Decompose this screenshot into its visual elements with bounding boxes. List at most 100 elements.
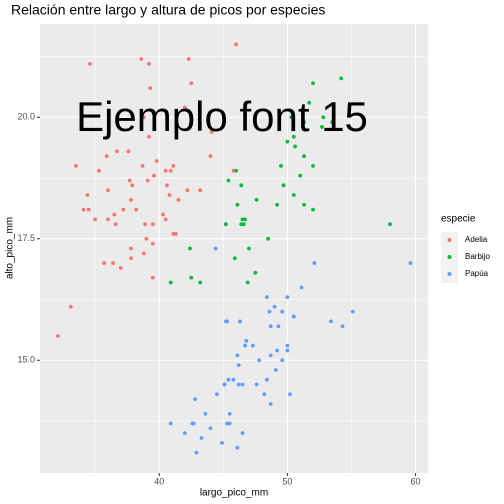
point — [115, 149, 119, 154]
point — [235, 202, 240, 207]
point — [88, 61, 92, 66]
point — [150, 275, 155, 280]
point — [85, 193, 90, 197]
point — [340, 324, 345, 329]
point — [145, 178, 150, 183]
point — [244, 338, 249, 343]
point — [226, 377, 231, 382]
legend-label: Adelia — [465, 235, 488, 244]
panel — [40, 24, 428, 473]
point — [298, 173, 303, 178]
point — [275, 202, 280, 207]
point — [106, 188, 110, 193]
point — [239, 183, 244, 188]
point — [198, 188, 203, 193]
point — [173, 232, 178, 236]
point — [285, 139, 290, 144]
point — [129, 246, 133, 251]
point — [139, 57, 144, 61]
point — [118, 266, 123, 270]
point — [247, 246, 251, 251]
point — [97, 168, 101, 173]
point — [102, 261, 106, 265]
point — [267, 309, 272, 314]
point — [408, 261, 413, 265]
point — [213, 246, 218, 251]
point — [208, 426, 213, 431]
point — [163, 168, 168, 173]
point — [239, 222, 244, 227]
point — [129, 198, 133, 202]
point — [147, 134, 151, 139]
point — [234, 168, 239, 173]
legend-marker — [447, 272, 452, 276]
point — [235, 353, 240, 358]
point — [225, 421, 230, 426]
x-axis-label: largo_pico_mm — [200, 488, 268, 499]
point — [311, 163, 315, 168]
point — [291, 193, 296, 197]
point — [129, 256, 133, 261]
point — [186, 57, 191, 61]
point — [279, 163, 283, 168]
legend-marker — [447, 238, 452, 242]
point — [106, 217, 110, 222]
point — [280, 309, 285, 314]
point — [164, 183, 169, 188]
point — [111, 261, 115, 265]
point — [240, 431, 245, 436]
point — [214, 392, 219, 397]
point — [339, 76, 344, 81]
point — [127, 178, 132, 183]
y-tick-label: 17.5 — [17, 233, 35, 243]
point — [264, 295, 269, 299]
point — [134, 207, 139, 212]
point — [188, 246, 192, 251]
point — [329, 319, 333, 324]
point — [93, 217, 98, 222]
point — [388, 222, 392, 227]
point — [320, 125, 324, 129]
point — [150, 241, 155, 246]
point — [280, 358, 285, 363]
point — [161, 212, 165, 217]
y-axis-label: alto_pico_mm — [5, 217, 16, 279]
point — [86, 207, 91, 212]
point — [194, 450, 199, 455]
point — [330, 120, 335, 125]
legend-title: especie — [441, 214, 476, 225]
point — [171, 163, 176, 168]
point — [311, 207, 315, 212]
point — [291, 314, 296, 319]
point — [154, 159, 159, 163]
point — [243, 217, 247, 222]
point — [189, 81, 194, 86]
point — [281, 183, 286, 188]
point — [321, 115, 326, 120]
point — [167, 193, 172, 197]
point — [268, 402, 273, 406]
point — [257, 358, 262, 363]
point — [276, 324, 281, 329]
x-tick-label: 50 — [282, 476, 292, 486]
point — [168, 168, 173, 173]
point — [299, 285, 304, 290]
point — [227, 411, 232, 416]
point — [220, 440, 224, 445]
point — [238, 319, 242, 324]
point — [291, 134, 296, 139]
legend-label: Papúa — [465, 269, 489, 278]
point — [234, 42, 239, 47]
point — [148, 86, 153, 91]
point — [285, 348, 290, 353]
point — [113, 222, 118, 227]
x-tick-label: 40 — [154, 476, 164, 486]
point — [144, 236, 149, 241]
point — [254, 198, 259, 202]
point — [243, 343, 247, 348]
point — [225, 319, 230, 324]
point — [185, 188, 190, 193]
point — [121, 207, 126, 212]
point — [130, 183, 135, 188]
